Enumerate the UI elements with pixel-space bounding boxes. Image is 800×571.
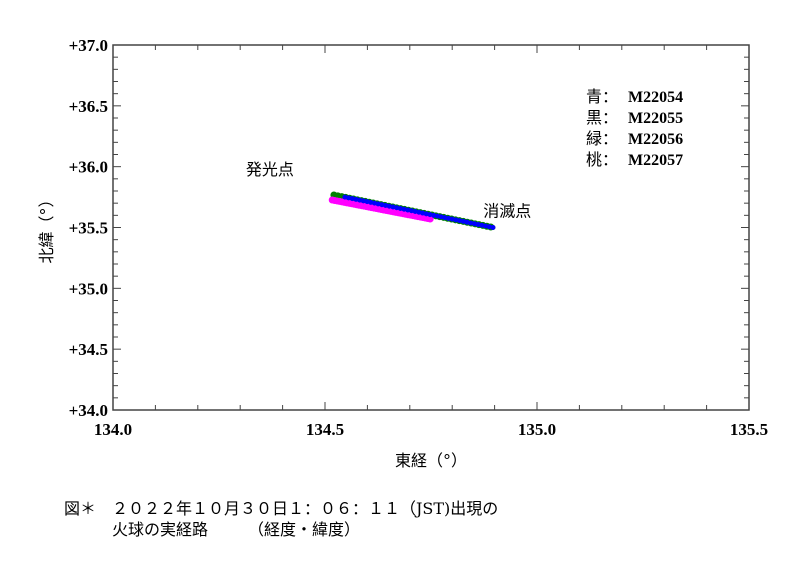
caption-line-2: 火球の実経路 （経度・緯度） bbox=[64, 520, 361, 539]
y-tick-label: +36.0 bbox=[69, 158, 108, 177]
y-tick-label: +36.5 bbox=[69, 97, 108, 116]
x-tick-label: 134.5 bbox=[306, 420, 344, 439]
annotation: 消滅点 bbox=[483, 202, 531, 221]
figure-caption: 図＊ ２０２２年１０月３０日１：０６：１１（JST)出現の 火球の実経路 （経度… bbox=[64, 498, 498, 540]
legend-entry-M22057: M22057 bbox=[628, 152, 683, 169]
data-point-M22054 bbox=[490, 225, 496, 230]
legend-entry-M22054: M22054 bbox=[628, 89, 683, 106]
legend-entry-M22056: M22056 bbox=[628, 131, 683, 148]
x-axis-label: 東経（°） bbox=[395, 451, 467, 470]
y-tick-label: +34.0 bbox=[69, 401, 108, 420]
legend-entry-M22055: M22055 bbox=[628, 110, 683, 127]
legend-color-word: 黒： bbox=[586, 108, 618, 127]
y-tick-label: +34.5 bbox=[69, 340, 108, 359]
y-tick-label: +35.5 bbox=[69, 219, 108, 238]
x-tick-label: 134.0 bbox=[94, 420, 132, 439]
data-point-M22057 bbox=[426, 215, 434, 223]
y-tick-label: +35.0 bbox=[69, 279, 108, 298]
y-axis-label: 北緯（°） bbox=[37, 191, 56, 263]
annotation: 発光点 bbox=[246, 160, 294, 179]
legend-color-word: 桃： bbox=[586, 150, 618, 169]
y-tick-label: +37.0 bbox=[69, 36, 108, 55]
legend-color-word: 青： bbox=[586, 87, 618, 106]
x-tick-label: 135.0 bbox=[518, 420, 556, 439]
chart: 134.0 134.5 135.0 135.5 +34.0 +34.5 +35.0 +35.5… bbox=[37, 36, 768, 470]
x-tick-label: 135.5 bbox=[730, 420, 768, 439]
legend-color-word: 緑： bbox=[586, 129, 618, 148]
caption-line-1: 図＊ ２０２２年１０月３０日１：０６：１１（JST)出現の bbox=[64, 499, 499, 518]
